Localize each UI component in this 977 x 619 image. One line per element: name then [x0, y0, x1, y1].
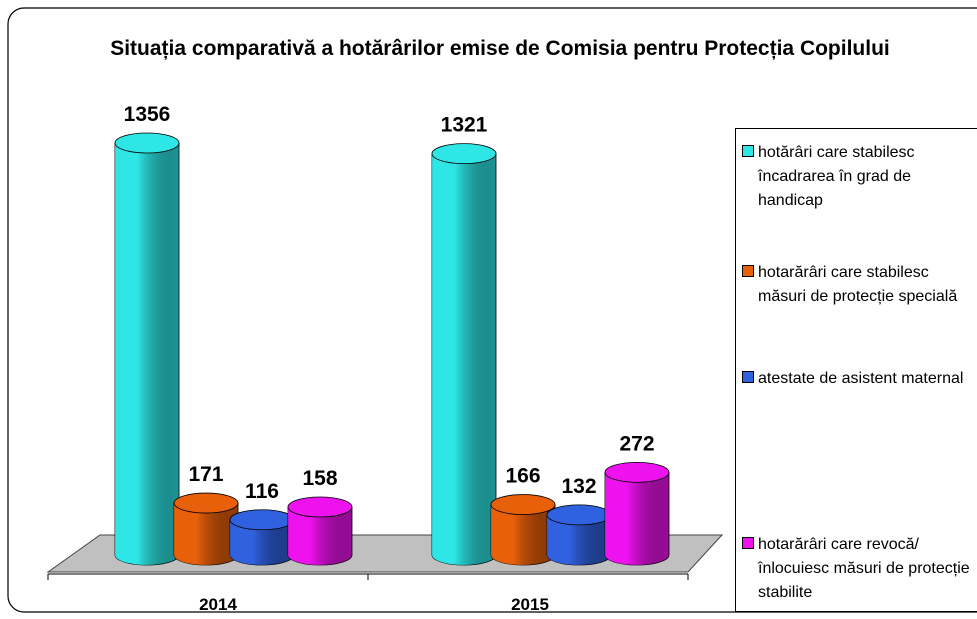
legend-item: atestate de asistent maternal — [742, 367, 977, 391]
bar-shade — [230, 519, 294, 565]
data-label: 1321 — [441, 114, 488, 137]
legend-item: hotarărâri care stabilesc măsuri de prot… — [742, 261, 977, 309]
bar-top — [546, 504, 612, 526]
data-label: 158 — [302, 467, 337, 490]
legend-item: hotărâri care stabilesc încadrarea în gr… — [742, 141, 977, 213]
data-label: 132 — [561, 475, 596, 498]
data-label: 171 — [188, 463, 223, 486]
bar-shade — [605, 472, 669, 565]
bar-shade — [491, 504, 555, 565]
legend-label: atestate de asistent maternal — [758, 370, 964, 387]
legend-swatch — [742, 265, 754, 277]
data-label: 1356 — [124, 103, 171, 126]
bar-shade — [174, 503, 238, 565]
bar-shade — [432, 153, 496, 565]
legend: hotărâri care stabilesc încadrarea în gr… — [735, 128, 977, 612]
legend-swatch — [742, 537, 754, 549]
data-label: 116 — [245, 480, 279, 503]
bar-top — [173, 492, 239, 514]
bar-top — [490, 494, 556, 515]
bar-shade — [547, 514, 611, 565]
legend-item: hotarărâri care revocă/înlocuiesc măsuri… — [742, 533, 977, 605]
bar-top — [287, 496, 353, 518]
legend-label: hotarărâri care revocă/înlocuiesc măsuri… — [758, 536, 970, 601]
data-label: 272 — [619, 432, 654, 455]
x-tick-label: 2014 — [199, 595, 237, 614]
bar-shade — [288, 506, 352, 565]
bar-top — [431, 143, 497, 165]
bar-top — [114, 132, 180, 154]
legend-swatch — [742, 145, 754, 157]
legend-label: hotarărâri care stabilesc măsuri de prot… — [758, 264, 958, 305]
bar-top — [604, 461, 670, 483]
bar-shade — [115, 143, 179, 565]
chart-title: Situația comparativă a hotărârilor emise… — [110, 37, 890, 60]
bar-top — [229, 509, 295, 531]
legend-swatch — [742, 371, 754, 383]
x-tick-label: 2015 — [511, 595, 549, 614]
data-label: 166 — [505, 465, 540, 488]
legend-label: hotărâri care stabilesc încadrarea în gr… — [758, 144, 915, 209]
